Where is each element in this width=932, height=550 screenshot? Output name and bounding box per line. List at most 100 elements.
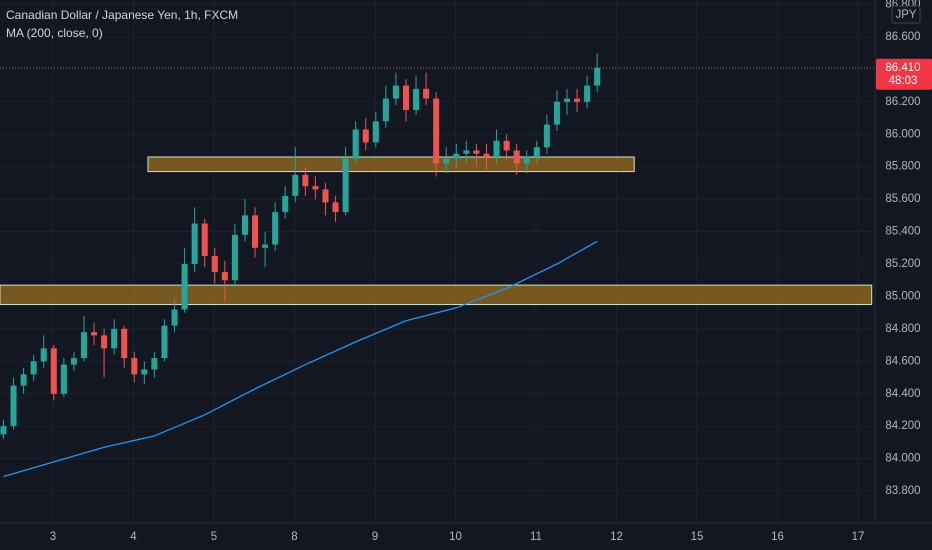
candle-body: [362, 129, 369, 143]
y-tick-label: 84.800: [885, 323, 920, 335]
candle-body: [543, 124, 550, 148]
y-tick-label: 83.800: [885, 485, 920, 497]
candle-body: [473, 150, 480, 154]
y-tick-label: 86.000: [885, 128, 920, 140]
candle-body: [60, 364, 67, 394]
candle-body: [171, 309, 178, 326]
candle-body: [342, 158, 349, 213]
candle-body: [101, 335, 108, 349]
candle-body: [402, 85, 410, 110]
currency: JPY: [895, 9, 916, 21]
candle-body: [523, 156, 530, 164]
support-zone: [0, 284, 873, 306]
candle-body: [563, 98, 571, 102]
candle-body: [70, 358, 77, 365]
y-tick-label: 84.400: [885, 388, 920, 400]
x-tick-label: 12: [610, 531, 623, 543]
y-tick-label: 85.200: [885, 258, 920, 270]
candle-body: [372, 121, 379, 143]
chart-title: Canadian Dollar / Japanese Yen, 1h, FXCM: [6, 8, 238, 22]
price-axis-bg: [875, 0, 932, 550]
candle-body: [282, 195, 289, 213]
candle-body: [20, 374, 27, 386]
candle-body: [141, 369, 148, 375]
candle-body: [413, 88, 420, 110]
y-tick-label: 86.600: [885, 31, 920, 43]
candle-body: [262, 244, 269, 248]
axes: 83.800 84.000 84.200 84.400 84.600 84.800 85.0…: [50, 0, 921, 543]
currency-box[interactable]: [891, 5, 921, 24]
candle-body: [574, 98, 581, 102]
x-tick-label: 17: [852, 531, 865, 543]
candle-body: [302, 174, 309, 187]
candle-body: [181, 264, 188, 310]
plot: [0, 53, 875, 478]
candle-body: [151, 358, 158, 370]
zones: [0, 156, 873, 306]
candle-body: [221, 272, 228, 281]
x-tick-label: 10: [449, 531, 462, 543]
candle-body: [453, 153, 460, 159]
candle-body: [30, 361, 37, 375]
candle-body: [91, 332, 98, 336]
candle-body: [423, 88, 430, 99]
candle-body: [201, 223, 208, 256]
candle-body: [513, 150, 520, 164]
candle-body: [352, 129, 359, 159]
candle-body: [594, 67, 601, 86]
y-tick-label: 86.200: [885, 96, 920, 108]
x-tick-label: 5: [211, 531, 217, 543]
y-tick-label: 85.000: [885, 290, 920, 302]
candle-body: [191, 223, 198, 265]
candle-body: [231, 234, 238, 281]
candle-body: [241, 215, 248, 235]
y-tick-label: 85.800: [885, 161, 920, 173]
candle-body: [433, 98, 440, 164]
y-tick-label: 84.600: [885, 355, 920, 367]
candle-body: [584, 85, 591, 102]
y-tick-label: 84.200: [885, 420, 920, 432]
candle-body: [211, 255, 218, 273]
x-tick-label: 15: [691, 531, 704, 543]
candle-body: [503, 140, 510, 151]
candle-body: [292, 174, 299, 196]
candle-body: [443, 158, 450, 164]
candle-body: [382, 98, 389, 122]
candle-body: [121, 328, 128, 359]
candle-body: [40, 348, 47, 362]
candle-body: [463, 150, 470, 154]
candle-body: [0, 426, 7, 435]
candle-body: [161, 325, 168, 359]
support-zone: [147, 156, 635, 173]
candle-body: [50, 348, 57, 394]
countdown: 48:03: [889, 75, 918, 87]
candle-body: [533, 147, 540, 157]
candle-body: [131, 358, 138, 375]
legend-entry: MA (200, close, 0): [6, 26, 103, 40]
x-tick-label: 4: [130, 531, 137, 543]
candle-body: [493, 140, 500, 157]
candle-body: [111, 328, 118, 349]
candle-body: [392, 85, 399, 99]
candle-body: [312, 186, 319, 190]
candle-body: [80, 332, 87, 359]
grid: [0, 0, 875, 523]
last-price-box: [876, 58, 932, 90]
x-tick-label: 9: [372, 531, 378, 543]
y-tick-label: 85.600: [885, 193, 920, 205]
y-tick-label: 86.800: [885, 0, 920, 11]
candle-body: [332, 202, 339, 213]
candle-body: [483, 153, 490, 157]
x-tick-label: 8: [291, 531, 297, 543]
last-price-label: 86.410: [885, 62, 920, 74]
x-tick-label: 3: [50, 531, 56, 543]
x-tick-label: 16: [771, 531, 784, 543]
candle-body: [252, 215, 259, 248]
candle-body: [10, 385, 17, 427]
candle-body: [322, 189, 329, 203]
candle-body: [272, 212, 279, 245]
candle-body: [553, 101, 560, 125]
moving-average: [3, 240, 598, 478]
